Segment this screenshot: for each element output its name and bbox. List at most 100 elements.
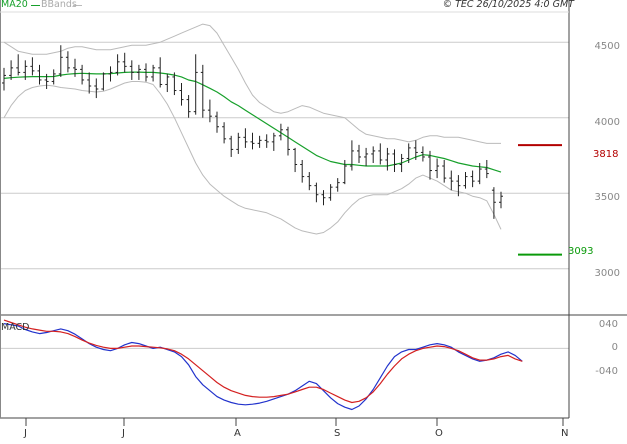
grid bbox=[0, 41, 569, 349]
price-bar-41 bbox=[293, 147, 298, 173]
price-bar-33 bbox=[236, 132, 241, 154]
macd-title: MACD bbox=[1, 322, 30, 333]
bollinger-bands bbox=[3, 23, 502, 235]
price-bar-51 bbox=[364, 147, 369, 167]
price-bar-63 bbox=[449, 170, 454, 191]
macd-tick-label-0: 040 bbox=[598, 318, 618, 330]
ma20-line bbox=[3, 71, 502, 173]
price-bar-3 bbox=[23, 60, 28, 80]
price-bar-11 bbox=[80, 64, 85, 85]
time-tick-label-2: A bbox=[234, 428, 241, 439]
price-bar-18 bbox=[129, 60, 134, 80]
price-bar-26 bbox=[186, 95, 191, 118]
copyright-timestamp: © TEC 26/10/2025 4:0 GMT bbox=[442, 0, 574, 10]
price-tick-label-3: 3000 bbox=[594, 267, 620, 279]
price-bar-27 bbox=[193, 54, 198, 115]
price-bar-23 bbox=[165, 73, 170, 93]
price-bar-42 bbox=[300, 159, 305, 183]
price-bar-43 bbox=[307, 172, 312, 191]
ma20-legend-swatch bbox=[31, 5, 40, 6]
price-bar-44 bbox=[314, 182, 319, 203]
price-bar-67 bbox=[477, 163, 482, 185]
time-tick-label-4: O bbox=[435, 428, 443, 439]
macd-panel bbox=[3, 319, 523, 411]
price-bar-62 bbox=[442, 159, 447, 183]
price-bar-45 bbox=[321, 190, 326, 206]
chart-frame bbox=[0, 0, 627, 426]
price-bar-7 bbox=[51, 69, 56, 85]
price-bar-22 bbox=[158, 57, 163, 88]
price-bar-40 bbox=[286, 126, 290, 156]
time-tick-label-1: J bbox=[122, 428, 125, 439]
price-levels bbox=[518, 144, 562, 256]
price-bar-59 bbox=[420, 146, 425, 162]
price-bar-36 bbox=[257, 135, 262, 148]
ma20-series-line bbox=[3, 71, 502, 173]
price-bar-6 bbox=[44, 73, 49, 90]
price-bar-21 bbox=[151, 64, 156, 82]
bbands-legend-label: BBands bbox=[41, 0, 77, 10]
price-bar-29 bbox=[207, 99, 212, 123]
resistance-level-label: 3818 bbox=[593, 149, 619, 160]
price-bar-37 bbox=[264, 134, 269, 148]
price-bar-64 bbox=[456, 175, 461, 197]
price-bar-8 bbox=[58, 45, 63, 77]
price-bar-28 bbox=[200, 64, 205, 118]
support-level-label: 3093 bbox=[568, 246, 594, 257]
price-bar-10 bbox=[73, 58, 77, 77]
time-tick-label-0: J bbox=[24, 428, 27, 439]
price-bar-4 bbox=[30, 57, 35, 76]
price-bar-46 bbox=[328, 184, 333, 201]
price-bar-68 bbox=[484, 159, 489, 179]
price-bar-2 bbox=[16, 54, 21, 76]
price-bar-55 bbox=[392, 149, 397, 173]
price-bar-69 bbox=[491, 187, 496, 219]
price-bar-57 bbox=[406, 143, 411, 163]
price-bar-17 bbox=[122, 52, 127, 73]
price-bar-14 bbox=[101, 72, 106, 91]
price-bar-58 bbox=[413, 140, 418, 160]
price-bar-19 bbox=[136, 64, 141, 80]
price-bar-60 bbox=[428, 150, 432, 180]
price-bar-5 bbox=[37, 64, 42, 85]
bband-lower-line bbox=[3, 81, 502, 235]
price-bar-31 bbox=[222, 122, 227, 144]
price-tick-label-0: 4500 bbox=[594, 41, 620, 53]
bband-upper-line bbox=[3, 23, 501, 144]
signal-series-line bbox=[3, 319, 523, 404]
price-bar-56 bbox=[399, 153, 404, 173]
price-bars bbox=[2, 45, 503, 219]
price-bar-0 bbox=[2, 67, 6, 91]
price-bar-15 bbox=[108, 66, 113, 82]
price-bar-65 bbox=[463, 172, 468, 189]
price-bar-39 bbox=[278, 123, 283, 141]
price-bar-20 bbox=[144, 63, 148, 82]
price-bar-48 bbox=[342, 159, 347, 185]
time-tick-label-3: S bbox=[334, 428, 341, 439]
bbands-legend-swatch bbox=[73, 5, 82, 6]
price-bar-61 bbox=[435, 158, 440, 179]
price-bar-1 bbox=[9, 60, 14, 80]
price-tick-label-2: 3500 bbox=[594, 192, 620, 204]
price-bar-35 bbox=[250, 132, 255, 150]
price-bar-32 bbox=[229, 135, 234, 157]
price-bar-25 bbox=[179, 82, 184, 106]
ma20-legend-label: MA20 bbox=[1, 0, 28, 10]
price-bar-30 bbox=[215, 111, 219, 133]
price-bar-9 bbox=[65, 51, 70, 73]
price-bar-34 bbox=[243, 128, 248, 148]
price-bar-16 bbox=[115, 54, 120, 76]
price-bar-70 bbox=[499, 191, 503, 209]
price-bar-66 bbox=[470, 170, 475, 188]
price-bar-49 bbox=[349, 140, 354, 171]
price-bar-52 bbox=[371, 146, 376, 163]
price-bar-12 bbox=[87, 72, 92, 94]
price-tick-label-1: 4000 bbox=[594, 116, 620, 128]
macd-tick-label-1: 0 bbox=[611, 342, 618, 354]
price-bar-24 bbox=[172, 72, 177, 96]
macd-series-line bbox=[3, 323, 523, 411]
time-tick-label-5: N bbox=[561, 428, 569, 439]
price-bar-53 bbox=[378, 143, 383, 165]
